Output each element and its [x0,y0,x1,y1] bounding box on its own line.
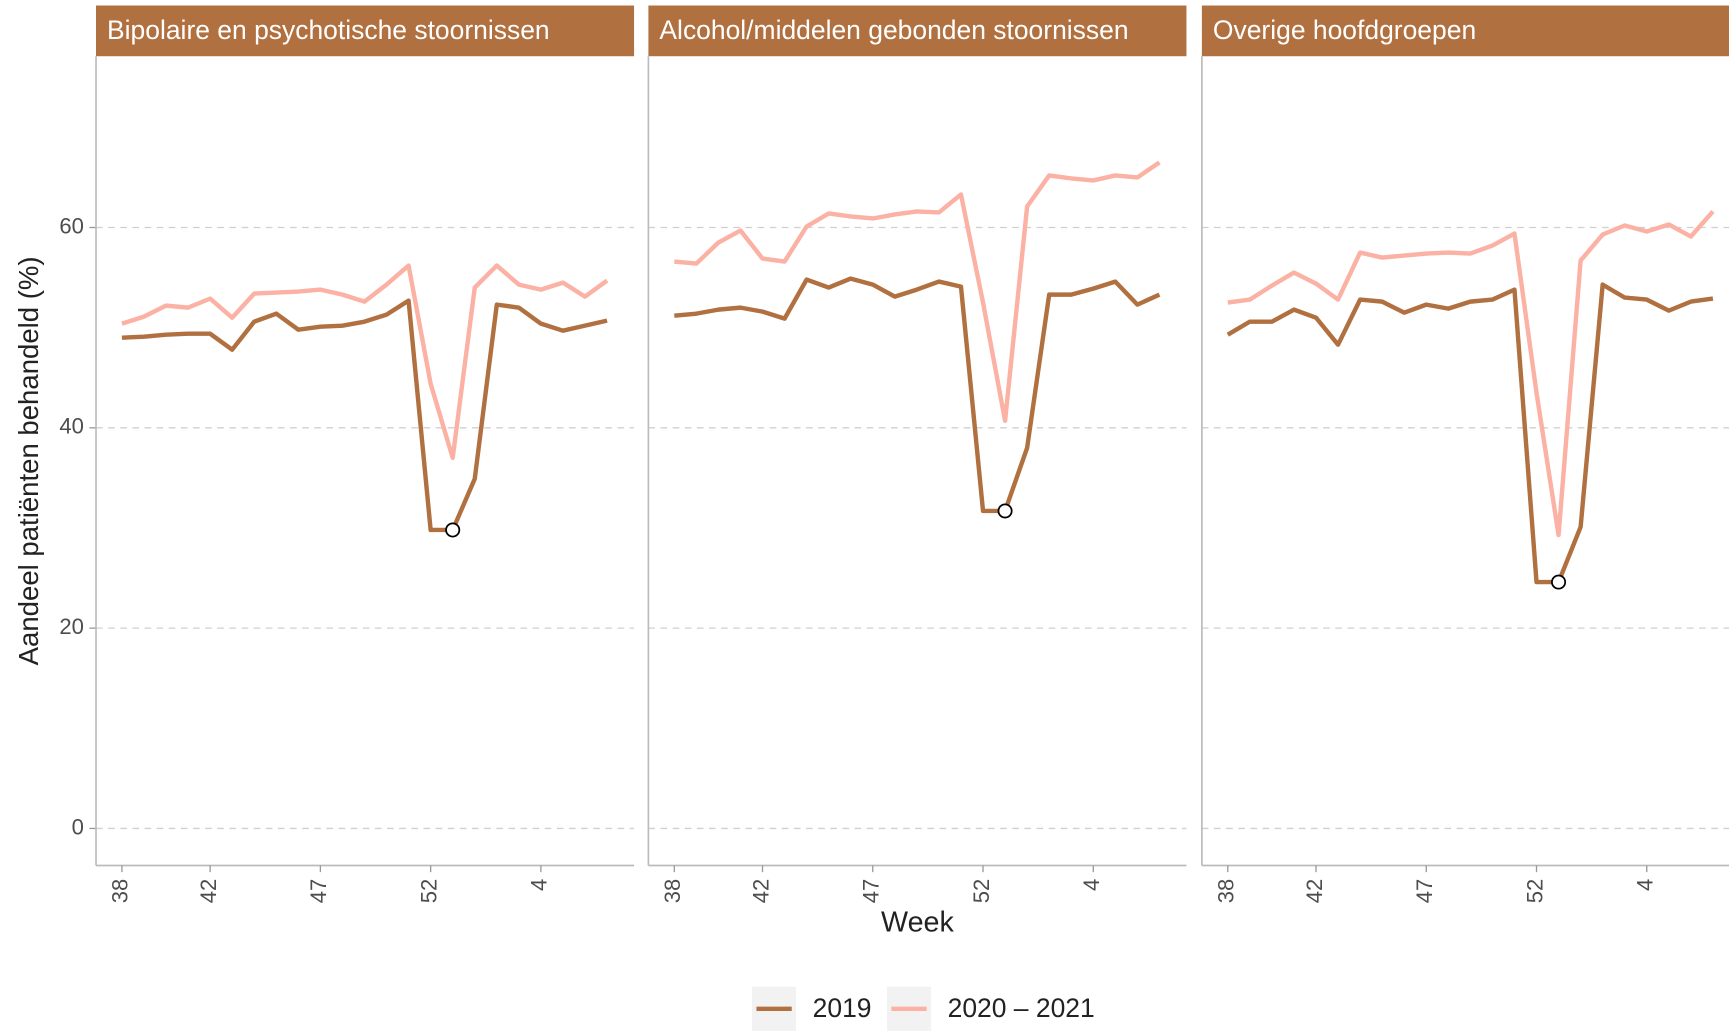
facet-strip [96,5,635,57]
x-tick-label: 52 [969,879,994,904]
x-tick-label: 52 [1522,879,1547,904]
x-tick-label: 4 [1633,879,1658,891]
facet-title: Bipolaire en psychotische stoornissen [107,15,550,45]
facet-title: Alcohol/middelen gebonden stoornissen [659,15,1128,45]
x-tick-label: 42 [196,879,221,904]
x-tick-label: 47 [306,879,331,904]
highlight-point [997,503,1013,519]
legend-label: 2020 – 2021 [948,993,1095,1023]
series-line [121,263,609,461]
x-tick-label: 38 [108,879,133,904]
x-tick-label: 4 [1079,879,1104,891]
y-tick-label: 0 [72,814,84,839]
series-line [674,276,1161,514]
facet-strip [1201,5,1729,57]
y-axis-label: Aandeel patiënten behandeld (%) [13,256,44,665]
highlight-point [445,522,461,538]
highlight-point [1551,574,1567,590]
x-tick-label: 38 [1214,879,1239,904]
series-line [1227,210,1715,538]
series-line [121,298,608,533]
x-tick-label: 52 [416,879,441,904]
x-tick-label: 42 [1302,879,1327,904]
x-tick-label: 38 [660,879,685,904]
y-tick-label: 20 [59,614,84,639]
facet-strip [648,5,1187,57]
legend-label: 2019 [813,993,872,1023]
y-tick-label: 40 [59,414,84,439]
x-tick-label: 4 [527,879,552,891]
series-line [674,160,1161,424]
x-axis-label: Week [881,907,954,939]
x-tick-label: 47 [859,879,884,904]
x-tick-label: 42 [748,879,773,904]
series-line [1226,282,1714,585]
facet-title: Overige hoofdgroepen [1213,15,1476,45]
x-tick-label: 47 [1412,879,1437,904]
y-tick-label: 60 [59,213,84,238]
